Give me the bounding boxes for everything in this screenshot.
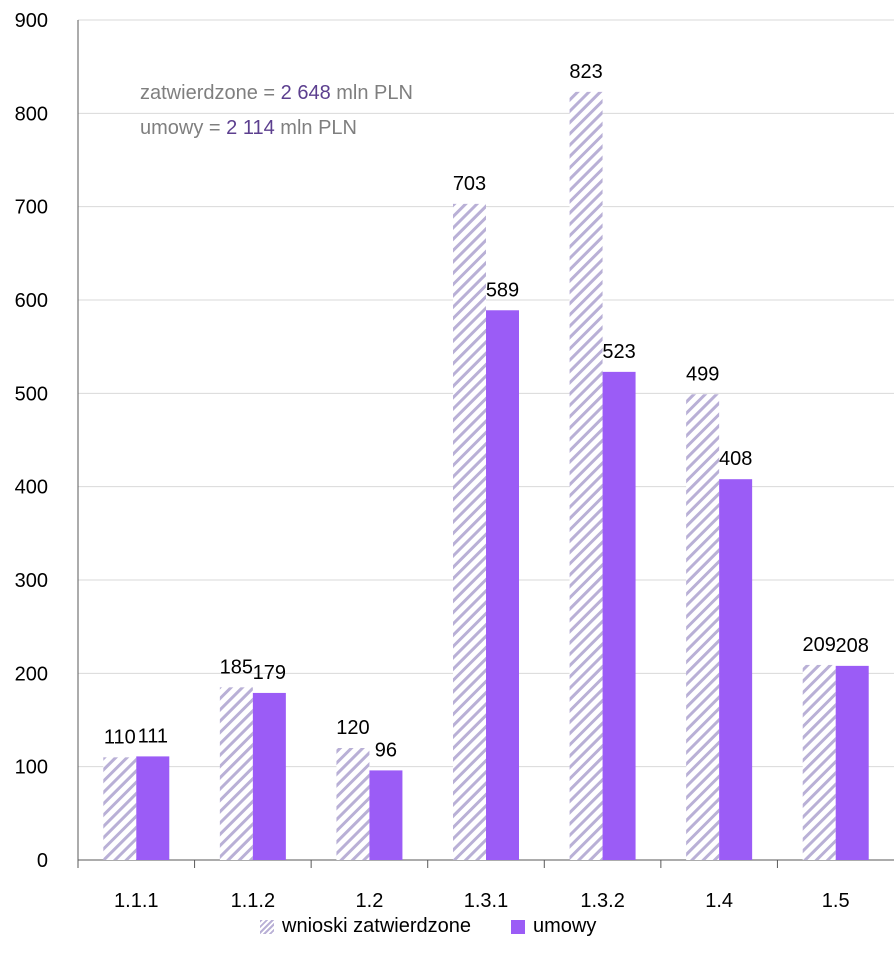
bar-umowy (369, 770, 403, 860)
annotation-line2-prefix: umowy = (140, 117, 227, 139)
bar-wnioski (453, 203, 486, 860)
bar-umowy (602, 371, 636, 860)
y-tick-label: 900 (15, 10, 48, 32)
y-tick-label: 800 (15, 103, 48, 125)
totals-annotation-line2: umowy = 2 114 mln PLN (140, 117, 357, 140)
x-tick-label: 1.2 (356, 890, 384, 912)
y-tick-label: 700 (15, 197, 48, 219)
x-tick-label: 1.3.1 (464, 890, 508, 912)
bar-wnioski (336, 748, 370, 860)
data-label-wnioski: 499 (686, 363, 719, 385)
bar-umowy (136, 756, 170, 860)
data-label-umowy: 408 (719, 448, 752, 470)
data-label-umowy: 589 (486, 279, 519, 301)
annotation-line1-prefix: zatwierdzone = (140, 82, 281, 104)
data-label-umowy: 179 (253, 662, 286, 684)
data-label-umowy: 523 (602, 341, 635, 363)
data-label-umowy: 111 (138, 725, 168, 747)
totals-annotation-line1: zatwierdzone = 2 648 mln PLN (140, 82, 413, 105)
data-label-wnioski: 703 (453, 173, 486, 195)
tick-labels: 0 100 200 300 400 500 600 700 800 900 1.1.1 1.1.2 1.… (15, 10, 850, 912)
annotation-line2-value: 2 114 (226, 117, 275, 139)
y-tick-label: 0 (37, 850, 48, 872)
bar-wnioski (219, 687, 253, 860)
data-label-wnioski: 110 (104, 726, 136, 748)
y-tick-label: 200 (15, 663, 48, 685)
data-label-wnioski: 209 (803, 634, 836, 656)
annotation-line1-suffix: mln PLN (330, 82, 413, 104)
data-label-umowy: 96 (375, 739, 397, 761)
y-tick-label: 400 (15, 477, 48, 499)
data-label-wnioski: 185 (220, 656, 253, 678)
bar-umowy (835, 665, 869, 860)
legend: wnioski zatwierdzone umowy (260, 915, 596, 938)
bar-wnioski (802, 664, 836, 860)
annotation-line1-value: 2 648 (280, 82, 331, 104)
x-tick-label: 1.1.2 (231, 890, 275, 912)
y-tick-label: 100 (15, 757, 48, 779)
data-label-umowy: 208 (836, 635, 869, 657)
x-tick-label: 1.1.1 (114, 890, 158, 912)
data-label-wnioski: 823 (569, 61, 602, 83)
bar-umowy (719, 479, 753, 860)
data-label-wnioski: 120 (336, 717, 369, 739)
legend-label-umowy: umowy (532, 915, 597, 937)
bars (103, 91, 869, 860)
bar-umowy (252, 692, 286, 860)
legend-label-wnioski: wnioski zatwierdzone (282, 915, 471, 937)
bar-wnioski (103, 757, 137, 860)
x-tick-label: 1.3.2 (580, 890, 624, 912)
legend-swatch-umowy (510, 919, 525, 934)
annotation-line2-suffix: mln PLN (274, 117, 357, 139)
legend-swatch-wnioski (260, 919, 274, 934)
x-tick-label: 1.5 (822, 890, 850, 912)
bar-wnioski (569, 91, 603, 860)
x-tick-label: 1.4 (705, 890, 733, 912)
data-labels: 110 111 185 179 120 96 703 589 823 523 499 408 209 20… (104, 61, 869, 762)
y-tick-label: 300 (15, 570, 48, 592)
y-tick-label: 600 (15, 290, 48, 312)
y-tick-label: 500 (15, 383, 48, 405)
bar-wnioski (686, 394, 720, 860)
bar-umowy (486, 310, 519, 860)
